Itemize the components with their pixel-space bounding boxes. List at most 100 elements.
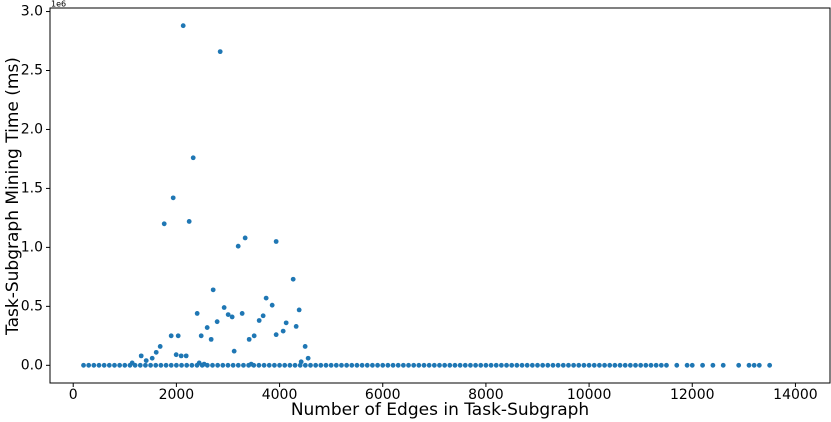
point [333, 362, 339, 368]
point [375, 362, 380, 368]
point [217, 49, 223, 55]
point [199, 362, 205, 368]
point [277, 362, 282, 368]
point [535, 362, 540, 368]
point [157, 344, 163, 349]
point [143, 358, 149, 363]
point [153, 362, 159, 368]
point [204, 325, 210, 330]
point [550, 362, 556, 368]
point [555, 362, 561, 368]
x-tick-label: 14000 [773, 387, 818, 403]
point [720, 362, 726, 368]
x-tick-label: 2000 [159, 387, 195, 403]
point [571, 362, 577, 368]
point [684, 362, 690, 368]
y-tick-label: 1.5 [21, 180, 43, 196]
point [204, 362, 210, 368]
point [189, 362, 195, 368]
point [137, 362, 143, 368]
point [390, 362, 396, 368]
point [251, 362, 257, 368]
point [627, 362, 633, 368]
point [117, 362, 123, 368]
point [173, 352, 179, 358]
point [305, 355, 311, 361]
point [302, 362, 308, 368]
x-tick-label: 12000 [670, 387, 715, 403]
point [143, 362, 148, 368]
point [344, 362, 350, 368]
point [581, 362, 587, 368]
point [122, 362, 128, 368]
point [354, 362, 360, 368]
point [198, 333, 204, 339]
point [483, 362, 489, 368]
point [283, 320, 289, 326]
point [239, 311, 245, 316]
point [370, 362, 375, 368]
point [586, 362, 592, 368]
point [468, 362, 473, 368]
x-axis-label: Number of Edges in Task-Subgraph [291, 400, 589, 420]
x-tick-label: 8000 [468, 387, 504, 403]
point [282, 362, 288, 368]
point [653, 362, 659, 368]
point [498, 362, 504, 368]
point [273, 332, 279, 338]
point [230, 362, 236, 368]
point [81, 362, 86, 368]
y-tick-label: 0.5 [21, 298, 43, 314]
x-tick-label: 4000 [262, 387, 298, 403]
point [385, 362, 391, 368]
point [756, 362, 762, 368]
point [421, 362, 427, 368]
point [767, 362, 773, 368]
point [473, 362, 478, 368]
point [736, 362, 742, 368]
point [411, 362, 417, 368]
point [297, 362, 303, 368]
point [260, 313, 266, 319]
point [272, 362, 277, 368]
point [509, 362, 515, 368]
point [179, 362, 184, 368]
point [643, 362, 649, 368]
point [462, 362, 468, 368]
point [266, 362, 272, 368]
point [612, 362, 618, 368]
point [504, 362, 509, 368]
point [597, 362, 602, 368]
point [395, 362, 401, 368]
point [153, 349, 159, 355]
point [101, 362, 107, 368]
point [158, 362, 164, 368]
point [263, 295, 269, 301]
point [246, 362, 252, 368]
point [184, 362, 190, 368]
point [674, 362, 680, 368]
point [437, 362, 442, 368]
point [91, 362, 97, 368]
point [127, 362, 133, 368]
point [664, 362, 669, 368]
point [746, 362, 752, 368]
point [591, 362, 597, 368]
point [190, 155, 196, 161]
point [210, 362, 215, 368]
point [214, 319, 220, 325]
point [86, 362, 92, 368]
point [235, 362, 241, 368]
point [519, 362, 525, 368]
point [406, 362, 411, 368]
point [186, 219, 192, 224]
point [658, 362, 664, 368]
point [170, 195, 176, 201]
point [380, 362, 386, 368]
point [416, 362, 422, 368]
point [180, 23, 186, 29]
point [478, 362, 484, 368]
point [256, 362, 262, 368]
point [313, 362, 319, 368]
point [349, 362, 355, 368]
